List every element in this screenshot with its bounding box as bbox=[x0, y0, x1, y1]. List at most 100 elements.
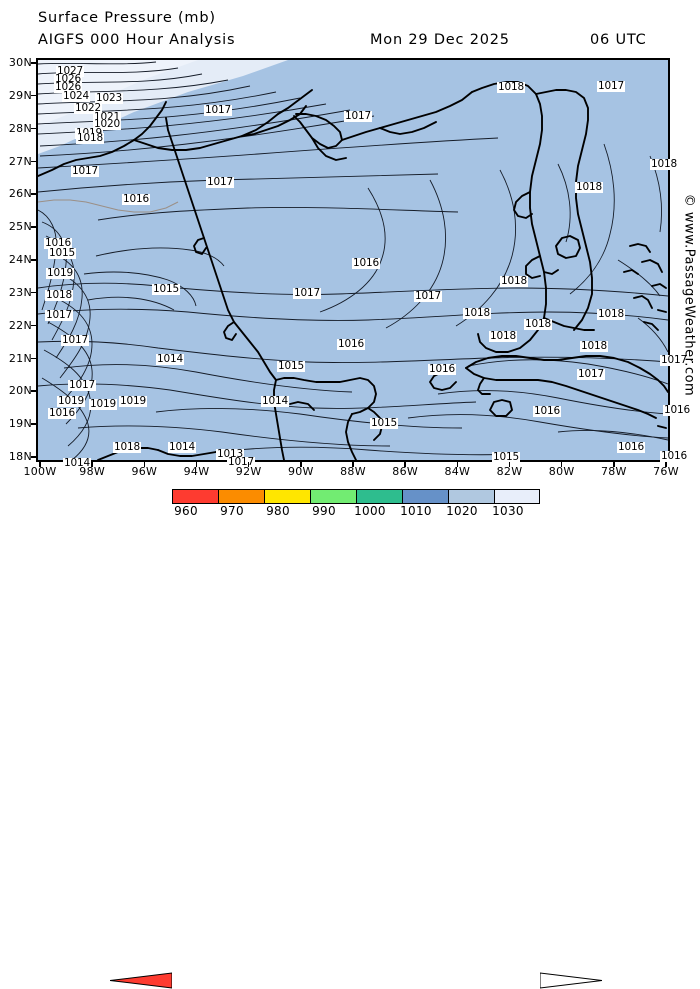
isobar-label: 1014 bbox=[63, 457, 91, 469]
lon-axis-label: 94W bbox=[183, 465, 210, 478]
isobar-label: 1013 bbox=[216, 448, 244, 460]
lat-axis-label: 30N bbox=[8, 56, 32, 69]
isobar-label: 1014 bbox=[261, 395, 289, 407]
lat-tick bbox=[31, 127, 36, 130]
isobar-label: 1016 bbox=[533, 405, 561, 417]
isobar-label: 1019 bbox=[89, 398, 117, 410]
lat-tick bbox=[31, 259, 36, 261]
colorbar-swatch[interactable] bbox=[264, 489, 310, 504]
lon-tick bbox=[91, 462, 93, 467]
colorbar-swatch[interactable] bbox=[172, 489, 218, 504]
colorbar-tick-label: 1030 bbox=[492, 504, 524, 518]
page-title: Surface Pressure (mb) bbox=[38, 10, 216, 26]
isobar-label: 1019 bbox=[119, 395, 147, 407]
lat-axis-label: 19N bbox=[8, 417, 32, 431]
lon-tick bbox=[613, 462, 615, 467]
lon-axis-label: 84W bbox=[444, 465, 471, 478]
lon-axis-label: 98W bbox=[79, 465, 106, 478]
colorbar-swatch[interactable] bbox=[310, 489, 356, 504]
lon-axis-label: 90W bbox=[287, 465, 314, 478]
isobar-label: 1014 bbox=[168, 441, 196, 453]
isobar-label: 1027 bbox=[56, 65, 84, 77]
lon-axis-label: 80W bbox=[548, 465, 575, 478]
isobar-label: 1019 bbox=[57, 395, 85, 407]
lat-axis-label: 25N bbox=[8, 220, 32, 234]
colorbar-swatch[interactable] bbox=[356, 489, 402, 504]
colorbar-cells[interactable] bbox=[172, 489, 540, 504]
isobar-label: 1018 bbox=[580, 340, 608, 352]
lon-axis-label: 76W bbox=[653, 465, 679, 478]
isobar-label: 1024 bbox=[62, 90, 90, 102]
isobar-label: 1015 bbox=[370, 417, 398, 429]
isobar-label: 1026 bbox=[54, 81, 82, 93]
isobar-label: 1014 bbox=[156, 353, 184, 365]
isobar-label: 1017 bbox=[414, 290, 442, 302]
colorbar-ticks: 960 970 980 990 1000 1010 1020 1030 bbox=[0, 504, 700, 522]
isobar-label: 1016 bbox=[44, 237, 72, 249]
watermark-text: © www.PassageWeather.com bbox=[681, 193, 697, 397]
lat-axis-label: 22N bbox=[8, 318, 32, 332]
isobar-label: 1017 bbox=[61, 334, 89, 346]
isobar-label: 1020 bbox=[93, 118, 121, 130]
forecast-time: 06 UTC bbox=[590, 32, 647, 48]
lat-axis-label: 24N bbox=[8, 253, 32, 266]
lon-tick bbox=[560, 462, 563, 467]
political-border bbox=[38, 199, 179, 213]
isobar-label: 1018 bbox=[500, 275, 528, 287]
lon-axis-label: 88W bbox=[340, 465, 366, 478]
isobar-label: 1017 bbox=[293, 287, 321, 299]
lat-tick bbox=[31, 324, 36, 327]
isobar-label: 1016 bbox=[663, 404, 691, 416]
pressure-map[interactable] bbox=[36, 58, 670, 462]
lon-axis-label: 96W bbox=[131, 465, 158, 478]
colorbar-swatch[interactable] bbox=[218, 489, 264, 504]
lat-axis-label: 23N bbox=[8, 285, 32, 299]
isobar-label: 1015 bbox=[492, 451, 520, 463]
forecast-date: Mon 29 Dec 2025 bbox=[370, 32, 510, 48]
isobar-label: 1017 bbox=[344, 110, 372, 122]
lat-axis-label: 18N bbox=[8, 450, 32, 463]
colorbar-tick-label: 1000 bbox=[354, 504, 386, 518]
isobar-label: 1023 bbox=[95, 92, 123, 104]
isobar-label: 1016 bbox=[352, 257, 380, 269]
lon-tick bbox=[300, 462, 302, 467]
watermark: © www.PassageWeather.com bbox=[678, 150, 700, 440]
lat-tick bbox=[31, 357, 36, 359]
isobar-label: 1017 bbox=[660, 354, 688, 366]
isobar-label: 1026 bbox=[54, 73, 82, 85]
isobar-label: 1018 bbox=[597, 308, 625, 320]
lat-tick bbox=[31, 62, 36, 64]
isobar-label: 1019 bbox=[46, 267, 74, 279]
lat-axis-label: 27N bbox=[8, 154, 32, 168]
lat-tick bbox=[31, 160, 36, 162]
isobar-label: 1016 bbox=[660, 450, 688, 462]
lon-axis-label: 92W bbox=[235, 465, 262, 478]
colorbar-swatch[interactable] bbox=[494, 489, 540, 504]
lat-axis-label: 21N bbox=[8, 351, 32, 365]
isobar-label: 1015 bbox=[277, 360, 305, 372]
isobar-label: 1018 bbox=[497, 81, 525, 93]
lon-tick bbox=[508, 462, 511, 467]
lon-tick bbox=[352, 462, 354, 467]
isobar-label: 1017 bbox=[597, 80, 625, 92]
isobar-label: 1021 bbox=[93, 111, 121, 123]
lon-axis-label: 78W bbox=[600, 465, 627, 478]
isobar-label: 1018 bbox=[489, 330, 517, 342]
lat-tick bbox=[31, 94, 36, 97]
isobar-label: 1017 bbox=[45, 309, 73, 321]
lon-tick bbox=[665, 462, 667, 467]
lon-axis-label: 100W bbox=[23, 465, 57, 478]
colorbar-swatch[interactable] bbox=[402, 489, 448, 504]
lat-tick bbox=[31, 226, 36, 228]
lat-tick bbox=[31, 423, 36, 425]
colorbar-high-arrow bbox=[540, 972, 602, 989]
isobar-label: 1018 bbox=[463, 307, 491, 319]
lat-axis-label: 26N bbox=[8, 187, 32, 201]
colorbar-swatch[interactable] bbox=[448, 489, 494, 504]
lon-tick bbox=[143, 462, 146, 467]
model-subtitle: AIGFS 000 Hour Analysis bbox=[38, 32, 236, 48]
colorbar-tick-label: 970 bbox=[220, 504, 244, 518]
isobar-label: 1016 bbox=[48, 407, 76, 419]
lon-tick bbox=[404, 462, 406, 467]
isobar-label: 1016 bbox=[337, 338, 365, 350]
